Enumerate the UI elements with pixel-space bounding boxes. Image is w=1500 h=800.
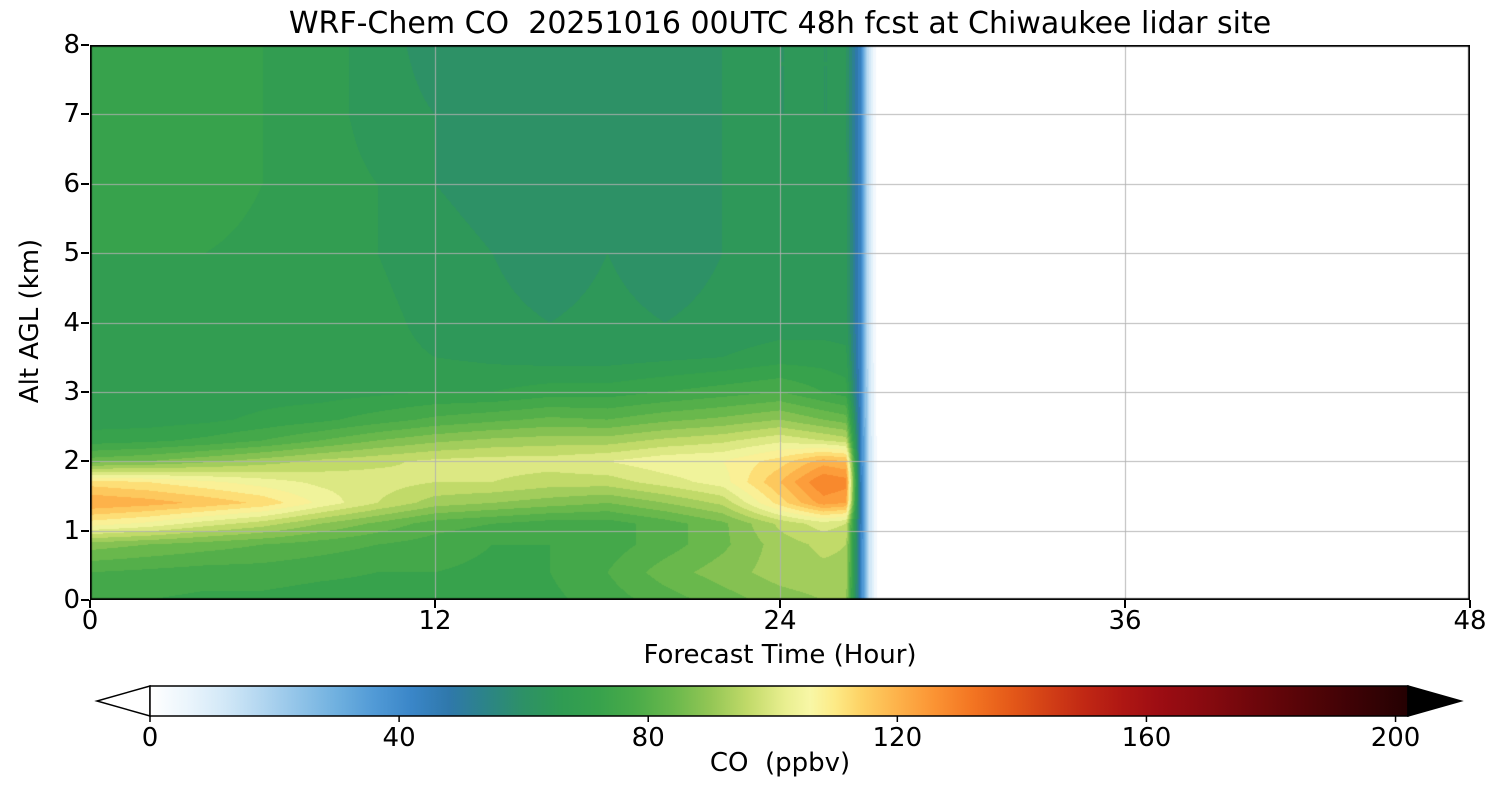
colorbar-tick-label: 40 [383, 723, 416, 752]
y-tick-mark [81, 390, 89, 393]
y-tick-label: 8 [63, 30, 80, 60]
colorbar-tick-label: 200 [1371, 723, 1421, 752]
colorbar-over-arrow [1407, 685, 1464, 717]
y-tick-label: 6 [63, 168, 80, 199]
y-tick-label: 0 [63, 585, 80, 615]
chart-title: WRF-Chem CO 20251016 00UTC 48h fcst at C… [288, 6, 1272, 41]
x-tick-mark [89, 600, 91, 608]
x-tick-label: 0 [81, 606, 99, 636]
colorbar-tick-label: 160 [1122, 723, 1172, 752]
y-tick-mark [81, 460, 89, 463]
y-tick-mark [81, 44, 89, 46]
colorbar: 0 40 80 120 160 200 [94, 685, 1464, 752]
y-tick-label: 5 [63, 238, 80, 269]
y-tick-mark [81, 113, 89, 116]
x-tick-mark [434, 600, 436, 608]
colorbar-ticks: 0 40 80 120 160 200 [142, 716, 1421, 752]
y-tick-label: 1 [63, 515, 80, 546]
y-tick-label: 7 [63, 99, 80, 130]
x-tick-label: 36 [1108, 606, 1142, 636]
x-tick-label: 24 [763, 606, 797, 636]
x-tick-mark [779, 600, 781, 608]
colorbar-tick-label: 120 [873, 723, 923, 752]
y-tick-mark [81, 321, 89, 324]
colorbar-body [149, 685, 1409, 717]
y-axis-label: Alt AGL (km) [15, 238, 45, 404]
y-tick-mark [81, 529, 89, 532]
y-tick-mark [81, 599, 89, 601]
colorbar-label: CO (ppbv) [709, 748, 851, 778]
y-tick-label: 2 [63, 446, 80, 477]
x-tick-label: 48 [1453, 606, 1487, 636]
colorbar-under-arrow [94, 685, 151, 717]
heatmap-canvas [90, 45, 1470, 600]
x-tick-label: 12 [418, 606, 452, 636]
x-axis-label: Forecast Time (Hour) [643, 640, 917, 670]
x-tick-mark [1124, 600, 1126, 608]
y-tick-label: 3 [63, 376, 80, 407]
colorbar-tick-label: 0 [142, 723, 159, 752]
x-tick-mark [1469, 600, 1471, 608]
colorbar-tick-label: 80 [632, 723, 665, 752]
y-tick-mark [81, 252, 89, 255]
y-tick-label: 4 [63, 307, 80, 338]
y-tick-mark [81, 182, 89, 185]
